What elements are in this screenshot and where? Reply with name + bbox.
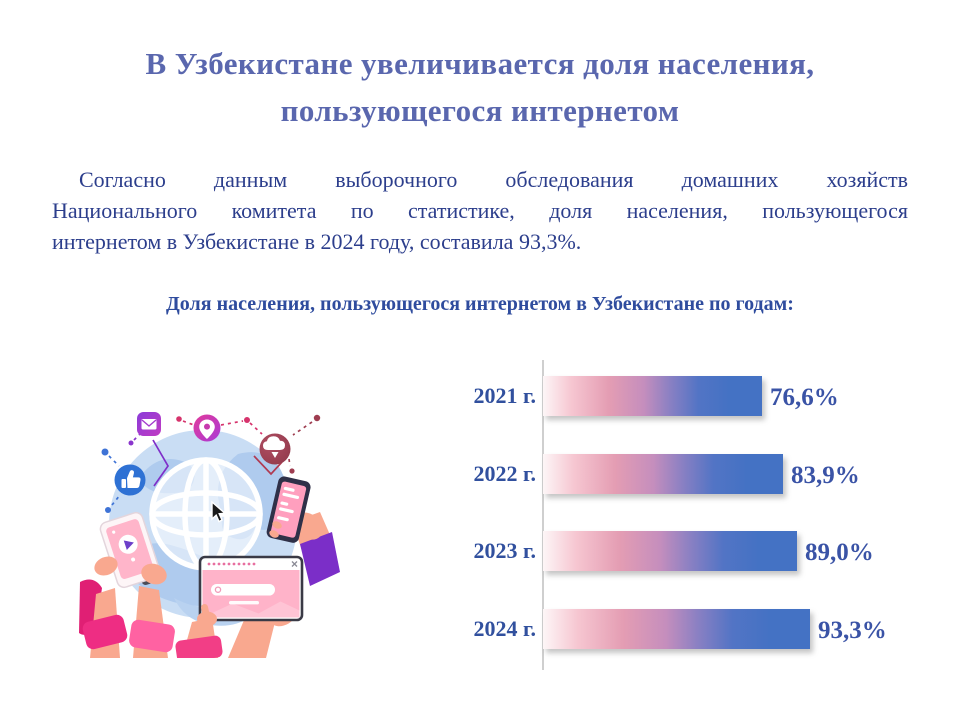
bar-category-label: 2023 г.: [473, 538, 536, 563]
cloud-icon: [259, 433, 291, 465]
internet-illustration: [79, 412, 340, 658]
connector-dots: [101, 414, 321, 513]
bar-2024: [543, 609, 810, 649]
like-icon: [114, 464, 146, 496]
location-pin-icon: [193, 414, 221, 442]
bar-value-label: 76,6%: [770, 384, 839, 411]
bar-2022: [543, 454, 783, 494]
bar-value-label: 89,0%: [805, 539, 874, 566]
intro-line-1: Согласно данным выборочного обследования…: [79, 167, 908, 192]
bar-2021: [543, 376, 762, 416]
cursor-icon: [211, 500, 227, 523]
intro-line-2: Национального комитета по статистике, до…: [52, 198, 908, 223]
smartphone-right: [266, 476, 340, 586]
chart-heading: Доля населения, пользующегося интернетом…: [166, 293, 794, 315]
bar-category-label: 2022 г.: [473, 461, 536, 486]
bar-category-label: 2021 г.: [473, 383, 536, 408]
smartphone-left: [79, 511, 175, 658]
chart-axis-line: [542, 360, 544, 670]
page-title-line-1: В Узбекистане увеличивается доля населен…: [145, 46, 815, 81]
tablet-icon: [175, 555, 304, 658]
page-title-line-2: пользующегося интернетом: [280, 93, 680, 128]
intro-paragraph: Согласно данным выборочного обследования…: [52, 164, 908, 257]
intro-line-3: интернетом в Узбекистане в 2024 году, со…: [52, 229, 582, 254]
mail-icon: [137, 412, 161, 436]
bar-value-label: 83,9%: [791, 462, 860, 489]
internet-usage-bar-chart: 2021 г. 76,6% 2022 г. 83,9% 2023 г. 89,0% 2024…: [452, 360, 952, 675]
page-title: В Узбекистане увеличивается доля населен…: [0, 40, 960, 134]
bar-2023: [543, 531, 797, 571]
bar-category-label: 2024 г.: [473, 616, 536, 641]
browser-toolbar: [207, 561, 298, 567]
bar-value-label: 93,3%: [818, 617, 887, 644]
browser-search-bar: [211, 584, 275, 605]
